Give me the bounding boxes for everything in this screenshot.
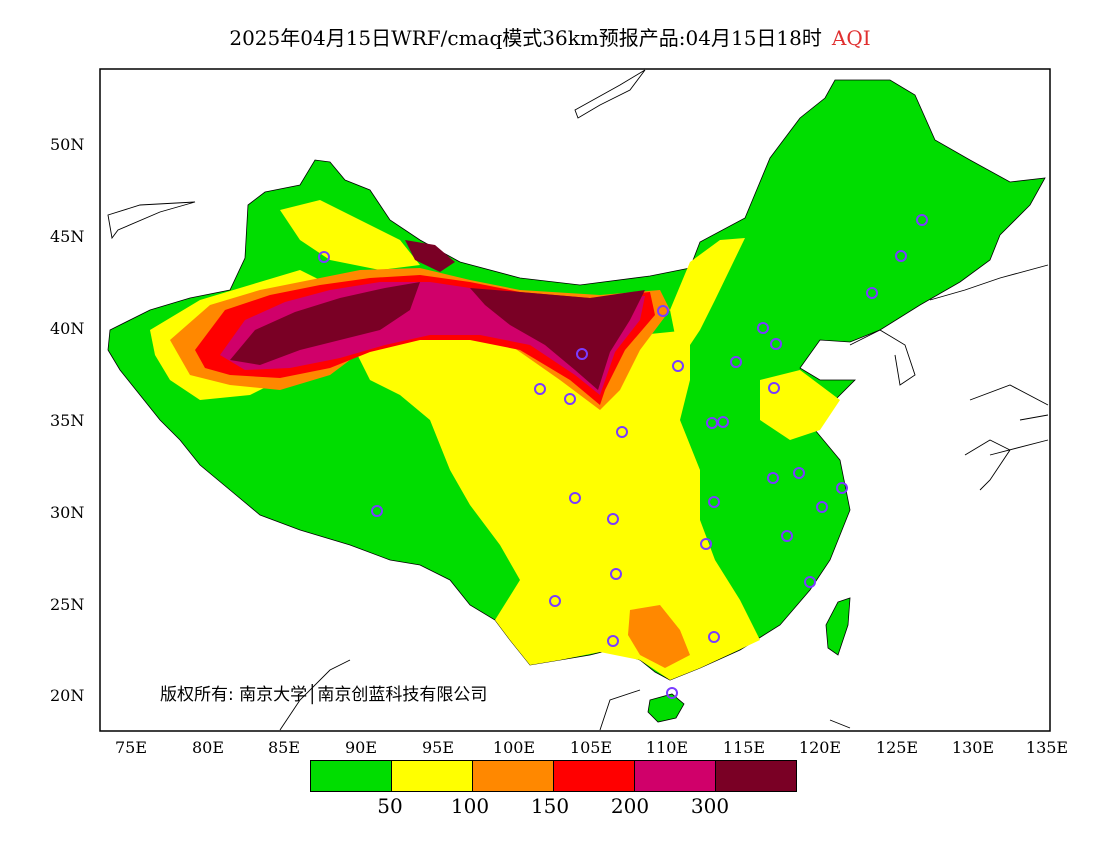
- city-marker: [757, 322, 769, 334]
- city-marker: [816, 501, 828, 513]
- city-marker: [534, 383, 546, 395]
- copyright-notice: 版权所有: 南京大学│南京创蓝科技有限公司: [160, 685, 488, 705]
- lon-label-80e: 80E: [191, 738, 225, 757]
- lat-label-40n: 40N: [50, 319, 85, 338]
- lon-label-135e: 135E: [1025, 738, 1069, 757]
- city-marker: [610, 568, 622, 580]
- aqi-zone-usg-south: [628, 605, 690, 668]
- city-markers: [318, 214, 928, 699]
- aqi-zone-moderate-north: [280, 200, 420, 270]
- city-marker: [708, 496, 720, 508]
- legend-swatch-3: [554, 761, 635, 791]
- city-marker: [564, 393, 576, 405]
- city-marker: [836, 482, 848, 494]
- legend-swatch-2: [473, 761, 554, 791]
- city-marker: [666, 687, 678, 699]
- baikal-coast: [574, 69, 646, 119]
- city-marker: [700, 538, 712, 550]
- city-marker: [576, 348, 588, 360]
- city-marker: [607, 635, 619, 647]
- legend-tick-200: 200: [610, 794, 650, 818]
- city-marker: [804, 576, 816, 588]
- title-metric: AQI: [831, 26, 871, 50]
- aqi-zone-hazardous-north: [405, 240, 455, 272]
- city-marker: [616, 426, 628, 438]
- aqi-zone-moderate-northeast: [670, 238, 745, 360]
- city-marker: [781, 530, 793, 542]
- hainan-island: [647, 693, 685, 723]
- legend-tick-100: 100: [450, 794, 490, 818]
- lon-label-125e: 125E: [875, 738, 919, 757]
- lon-label-75e: 75E: [114, 738, 148, 757]
- city-marker: [569, 492, 581, 504]
- lon-label-130e: 130E: [951, 738, 995, 757]
- title-text: 2025年04月15日WRF/cmaq模式36km预报产品:04月15日18时: [229, 26, 822, 50]
- lon-label-100e: 100E: [492, 738, 536, 757]
- aqi-zone-hazardous-east: [470, 288, 645, 390]
- city-marker: [916, 214, 928, 226]
- city-marker: [793, 467, 805, 479]
- city-marker: [549, 595, 561, 607]
- aqi-legend: [310, 760, 797, 792]
- city-marker: [770, 338, 782, 350]
- lat-label-50n: 50N: [50, 135, 85, 154]
- lon-label-120e: 120E: [798, 738, 842, 757]
- legend-swatch-5: [716, 761, 796, 791]
- lon-label-115e: 115E: [722, 738, 766, 757]
- city-marker: [866, 287, 878, 299]
- city-marker: [318, 251, 330, 263]
- korea-japan-coast: [849, 264, 1049, 491]
- city-marker: [708, 631, 720, 643]
- city-marker: [767, 472, 779, 484]
- lon-label-85e: 85E: [267, 738, 301, 757]
- city-marker: [672, 360, 684, 372]
- city-marker: [768, 382, 780, 394]
- taiwan-island: [825, 597, 851, 656]
- lat-label-20n: 20N: [50, 686, 85, 705]
- legend-swatch-4: [635, 761, 716, 791]
- aqi-zone-moderate: [350, 330, 760, 680]
- legend-tick-150: 150: [530, 794, 570, 818]
- lon-label-105e: 105E: [569, 738, 613, 757]
- city-marker: [657, 305, 669, 317]
- legend-swatch-0: [311, 761, 392, 791]
- lat-label-35n: 35N: [50, 411, 85, 430]
- lon-label-110e: 110E: [645, 738, 689, 757]
- aqi-zone-moderate-east: [760, 370, 840, 440]
- lat-label-45n: 45N: [50, 227, 85, 246]
- city-marker: [717, 416, 729, 428]
- city-marker: [730, 356, 742, 368]
- lat-label-30n: 30N: [50, 503, 85, 522]
- lon-label-90e: 90E: [344, 738, 378, 757]
- legend-tick-50: 50: [377, 794, 403, 818]
- legend-tick-300: 300: [690, 794, 730, 818]
- lon-label-95e: 95E: [421, 738, 455, 757]
- southeast-asia-coast: [279, 659, 851, 731]
- kazakhstan-lake-coast: [107, 201, 196, 240]
- legend-swatch-1: [392, 761, 473, 791]
- aqi-zone-hazardous-west: [230, 282, 420, 365]
- map-title: 2025年04月15日WRF/cmaq模式36km预报产品:04月15日18时 A…: [0, 22, 1100, 51]
- city-marker: [706, 417, 718, 429]
- lat-label-25n: 25N: [50, 595, 85, 614]
- city-marker: [895, 250, 907, 262]
- city-marker: [371, 505, 383, 517]
- city-marker: [607, 513, 619, 525]
